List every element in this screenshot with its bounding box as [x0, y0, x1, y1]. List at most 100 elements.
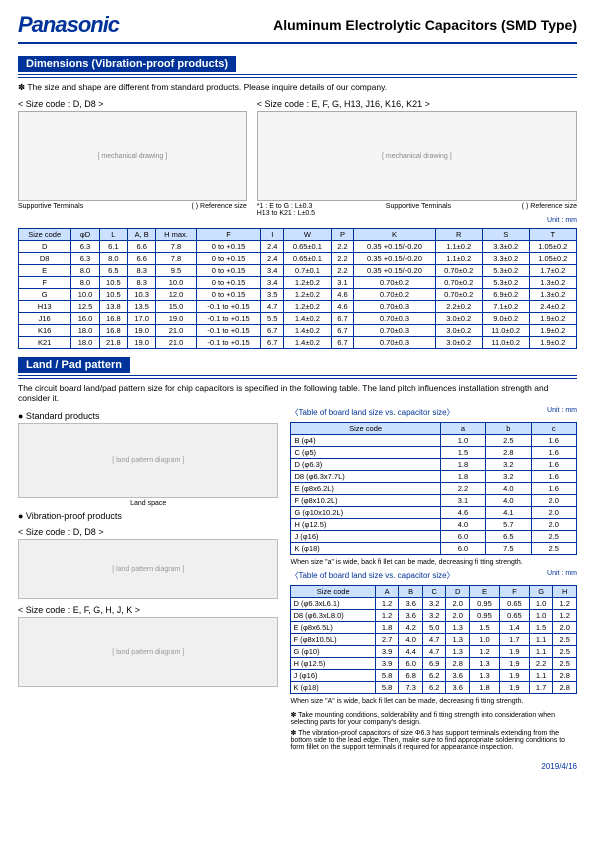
table-cell: 3.0±0.2 [435, 313, 482, 325]
table-cell: 1.3 [446, 646, 470, 658]
table-cell: 1.3±0.2 [529, 289, 576, 301]
table-cell: 1.1 [529, 646, 553, 658]
table-cell: 1.5 [440, 447, 485, 459]
table-cell: 3.0±0.2 [435, 325, 482, 337]
table-cell: F (φ8x10.5L) [291, 634, 375, 646]
table-row: K (φ18)5.87.36.23.61.81.91.72.8 [291, 682, 577, 694]
table-cell: 10.0 [156, 277, 196, 289]
table-row: J (φ16)6.06.52.5 [291, 531, 577, 543]
table-cell: 4.6 [331, 289, 354, 301]
table-cell: 16.8 [99, 313, 127, 325]
table-header: K [354, 229, 435, 241]
table-cell: 3.5 [261, 289, 284, 301]
reference-size-label: ( ) Reference size [522, 203, 577, 217]
table-cell: 0.70±0.2 [354, 289, 435, 301]
table-cell: 3.6 [399, 610, 423, 622]
table-row: D6.36.16.67.80 to +0.152.40.65±0.12.20.3… [19, 241, 577, 253]
table-cell: 6.6 [128, 253, 156, 265]
table-row: B (φ4)1.02.51.6 [291, 435, 577, 447]
table-cell: 6.5 [99, 265, 127, 277]
table-cell: 6.5 [486, 531, 531, 543]
table-cell: E (φ8x6.5L) [291, 622, 375, 634]
table-cell: 0 to +0.15 [196, 277, 261, 289]
table-cell: 3.4 [261, 277, 284, 289]
table-cell: 7.8 [156, 241, 196, 253]
brand-logo: Panasonic [18, 12, 119, 38]
table-cell: 12.0 [156, 289, 196, 301]
table-header: H [553, 586, 577, 598]
table-cell: 1.5 [470, 622, 500, 634]
table-cell: 2.8 [553, 670, 577, 682]
table-row: F (φ8x10.5L)2.74.04.71.31.01.71.12.5 [291, 634, 577, 646]
table-cell: K21 [19, 337, 71, 349]
section-note: ✽ The size and shape are different from … [18, 82, 577, 93]
table-cell: 6.0 [440, 531, 485, 543]
table-cell: 2.2 [331, 265, 354, 277]
land-pattern-diagram: [ land pattern diagram ] [18, 539, 278, 599]
table-footnote: When size "a" is wide, back fi llet can … [290, 559, 577, 566]
table-header: Size code [19, 229, 71, 241]
table-cell: 1.0 [529, 610, 553, 622]
table-cell: 4.0 [486, 483, 531, 495]
table-row: K2118.021.819.021.0-0.1 to +0.156.71.4±0… [19, 337, 577, 349]
table-cell: 8.3 [128, 265, 156, 277]
table-cell: 3.0±0.2 [435, 337, 482, 349]
table-header: H max. [156, 229, 196, 241]
table-header: T [529, 229, 576, 241]
table-cell: 2.5 [553, 634, 577, 646]
table-cell: 7.1±0.2 [482, 301, 529, 313]
table-cell: 1.6 [531, 447, 576, 459]
table-cell: J (φ16) [291, 670, 375, 682]
table-cell: 0 to +0.15 [196, 253, 261, 265]
table-header: Size code [291, 586, 375, 598]
table-cell: 2.7 [375, 634, 399, 646]
table-cell: 1.1±0.2 [435, 241, 482, 253]
page-footer: 2019/4/16 [18, 762, 577, 771]
table-cell: 1.6 [531, 471, 576, 483]
table-cell: 1.2 [375, 598, 399, 610]
table-cell: E (φ8x6.2L) [291, 483, 440, 495]
table-cell: 5.5 [261, 313, 284, 325]
table-cell: 1.8 [470, 682, 500, 694]
table-cell: 1.2±0.2 [284, 289, 331, 301]
table-cell: 0.95 [470, 610, 500, 622]
table-cell: F (φ8x10.2L) [291, 495, 440, 507]
table-cell: 0.7±0.1 [284, 265, 331, 277]
section-heading: Dimensions (Vibration-proof products) [18, 56, 236, 72]
table-cell: 1.2±0.2 [284, 301, 331, 313]
table-cell: 1.9 [499, 670, 529, 682]
table-cell: D8 (φ6.3xL8.0) [291, 610, 375, 622]
table-cell: 1.7±0.2 [529, 265, 576, 277]
table-cell: 1.8 [440, 459, 485, 471]
table-cell: 18.0 [71, 325, 99, 337]
table-cell: 1.05±0.2 [529, 241, 576, 253]
table-row: D (φ6.3xL6.1)1.23.63.22.00.950.651.01.2 [291, 598, 577, 610]
table-cell: 9.5 [156, 265, 196, 277]
table-row: D (φ6.3)1.83.21.6 [291, 459, 577, 471]
table-cell: 2.0 [531, 507, 576, 519]
table-cell: 3.2 [486, 471, 531, 483]
page-title: Aluminum Electrolytic Capacitors (SMD Ty… [273, 17, 577, 33]
table-cell: 0.70±0.3 [354, 337, 435, 349]
table-cell: 0.70±0.3 [354, 313, 435, 325]
table-cell: C (φ5) [291, 447, 440, 459]
section-rule [18, 74, 577, 78]
table-cell: 6.6 [128, 241, 156, 253]
table-header: L [99, 229, 127, 241]
table-cell: 6.7 [261, 337, 284, 349]
mechanical-drawing: [ mechanical drawing ] [257, 111, 577, 201]
land-space-label: Land space [18, 500, 278, 507]
table-cell: 9.0±0.2 [482, 313, 529, 325]
table-cell: 6.0 [440, 543, 485, 555]
table-row: D8 (φ6.3xL8.0)1.23.63.22.00.950.651.01.2 [291, 610, 577, 622]
dimensions-table: Size codeφDLA, BH max.FIWPKRST D6.36.16.… [18, 228, 577, 349]
table-header: Size code [291, 423, 440, 435]
table-cell: 1.5 [529, 622, 553, 634]
table-header: E [470, 586, 500, 598]
table-cell: G (φ10x10.2L) [291, 507, 440, 519]
table-row: H (φ12.5)4.05.72.0 [291, 519, 577, 531]
table-cell: 5.8 [375, 670, 399, 682]
table-cell: D (φ6.3) [291, 459, 440, 471]
table-row: E (φ8x6.2L)2.24.01.6 [291, 483, 577, 495]
table-cell: 3.4 [261, 265, 284, 277]
